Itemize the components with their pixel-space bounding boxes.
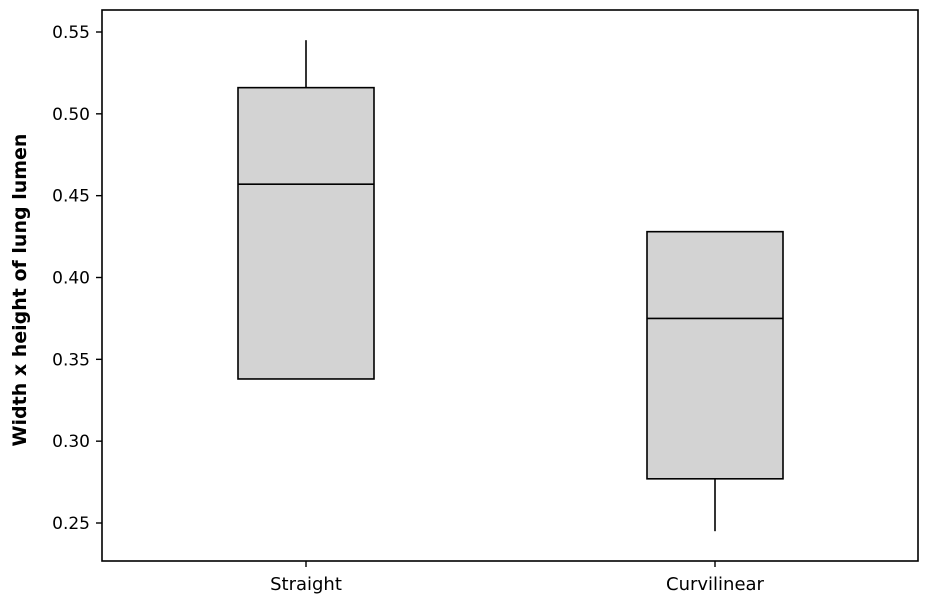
x-category-label: Curvilinear: [666, 574, 765, 595]
y-tick-label: 0.25: [52, 514, 90, 534]
boxes-group: [237, 40, 784, 532]
y-axis: 0.25 0.30 0.35 0.40 0.45 0.50 0.55: [52, 23, 102, 534]
y-tick-label: 0.35: [52, 350, 90, 370]
box-straight: [237, 40, 375, 380]
y-axis-title: Width x height of lung lumen: [9, 134, 31, 447]
y-tick-label: 0.55: [52, 23, 90, 43]
y-tick-label: 0.30: [52, 432, 90, 452]
plot-frame: [101, 9, 919, 562]
x-axis: Straight Curvilinear: [270, 561, 765, 595]
y-tick-label: 0.50: [52, 105, 90, 125]
box-iqr: [646, 230, 784, 480]
x-category-label: Straight: [270, 574, 342, 595]
box-iqr: [237, 86, 375, 380]
y-tick-label: 0.40: [52, 269, 90, 289]
y-tick-label: 0.45: [52, 187, 90, 207]
box-curvilinear: [646, 230, 784, 532]
